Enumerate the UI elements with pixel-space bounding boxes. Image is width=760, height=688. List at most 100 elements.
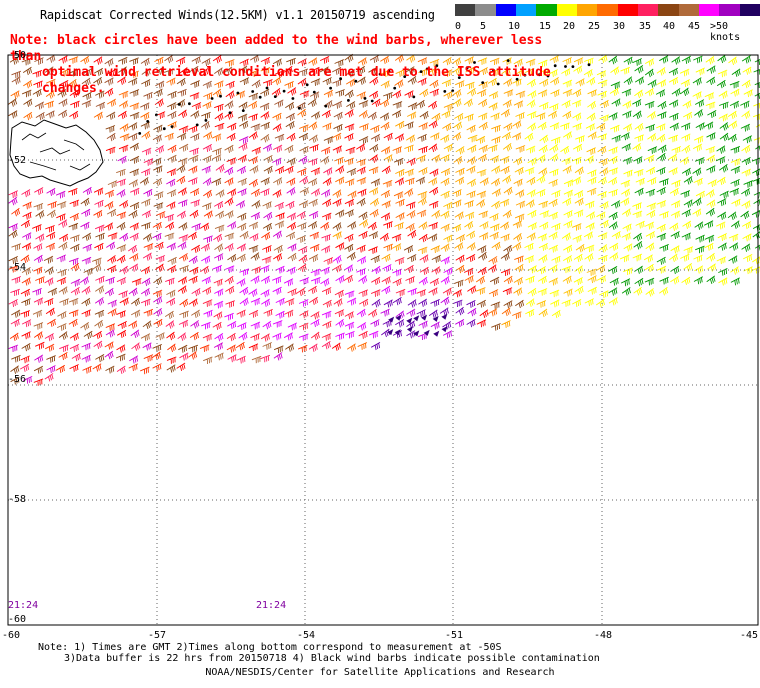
footer-note-line-2: 3)Data buffer is 22 hrs from 20150718 4)… — [64, 653, 600, 664]
lat-label: -54 — [8, 262, 27, 273]
lon-label: -54 — [297, 630, 316, 641]
high-wind-flag — [441, 313, 448, 320]
wind-barb-group — [10, 54, 524, 352]
legend-swatch — [597, 4, 618, 16]
contamination-circle — [291, 97, 295, 100]
contamination-circle — [457, 76, 461, 79]
note-line-1: Note: black circles have been added to t… — [10, 33, 543, 64]
contamination-circle — [339, 77, 342, 81]
contamination-circle — [587, 63, 591, 67]
lon-label: -57 — [148, 630, 167, 641]
high-wind-flag — [395, 314, 402, 321]
contamination-circle — [297, 106, 301, 110]
lon-label: -60 — [2, 630, 21, 641]
lat-label: -50 — [8, 50, 27, 61]
lon-label: -51 — [445, 630, 464, 641]
legend-swatch — [617, 4, 638, 16]
contamination-circle — [170, 125, 174, 128]
contamination-circle — [481, 81, 485, 84]
legend-swatch — [678, 4, 699, 16]
legend-swatch — [475, 4, 496, 16]
contamination-circle — [251, 90, 255, 93]
contamination-circle — [387, 69, 391, 73]
contamination-circle — [506, 59, 510, 62]
legend-label: 25 — [588, 21, 601, 32]
note-line-2: optimal wind retrieval conditions are me… — [42, 65, 551, 96]
contamination-circle — [236, 91, 240, 95]
wind-barb-group — [440, 55, 609, 318]
high-wind-flag — [433, 330, 440, 337]
contamination-circle — [403, 75, 407, 78]
contamination-circle — [329, 86, 332, 90]
legend-label: >50 knots — [710, 21, 741, 43]
high-wind-flag — [413, 330, 420, 337]
footer-note-line-1: Note: 1) Times are GMT 2)Times along bot… — [38, 642, 502, 653]
map-title: Rapidscat Corrected Winds(12.5KM) v1.1 2… — [40, 8, 435, 22]
contamination-circle — [564, 65, 567, 68]
contamination-circle — [354, 79, 358, 83]
wind-speed-legend: 0 5 10 15 20 25 30 35 40 45 >50 knots — [455, 4, 760, 43]
legend-swatch — [515, 4, 537, 16]
contamination-circle — [363, 97, 367, 100]
wind-barbs-layer — [8, 53, 760, 386]
lat-label: -52 — [8, 155, 27, 166]
high-wind-flag — [432, 315, 439, 322]
contamination-circle — [210, 97, 214, 100]
contamination-circle — [537, 73, 541, 77]
wind-barb-group — [20, 54, 513, 386]
wind-barb-group — [332, 54, 526, 328]
contamination-circle — [273, 95, 277, 98]
legend-label: 0 — [455, 21, 462, 32]
legend-label: 5 — [480, 21, 487, 32]
legend-swatch — [658, 4, 679, 16]
high-wind-flag — [406, 326, 413, 333]
contamination-circle — [219, 94, 222, 98]
legend-label: 20 — [563, 21, 576, 32]
attitude-note: Note: black circles have been added to t… — [10, 33, 570, 97]
legend-swatch — [576, 4, 598, 16]
legend-labels: 0 5 10 15 20 25 30 35 40 45 >50 knots — [455, 21, 760, 43]
contamination-circle — [347, 99, 350, 102]
high-wind-flag — [413, 315, 420, 322]
wind-barb-group — [370, 297, 476, 351]
legend-swatch — [698, 4, 720, 16]
contamination-circle — [305, 83, 309, 87]
legend-swatch — [637, 4, 659, 16]
legend-swatch — [536, 4, 557, 16]
contamination-circle — [138, 132, 142, 135]
contamination-circle — [571, 65, 575, 68]
wind-barb-group — [524, 54, 760, 319]
contamination-circle — [204, 119, 208, 122]
legend-label: 40 — [663, 21, 676, 32]
high-wind-flag — [387, 329, 394, 336]
contamination-circle — [241, 109, 245, 112]
contamination-circle — [465, 66, 469, 70]
contamination-circle — [435, 64, 439, 68]
contamination-circle — [188, 102, 191, 106]
contamination-circle — [473, 61, 476, 64]
legend-label: 15 — [539, 21, 552, 32]
lon-label: -45 — [740, 630, 759, 641]
wind-barb-group — [8, 136, 331, 384]
wind-barb-group — [8, 53, 525, 385]
falkland-islands-coastline — [9, 119, 104, 187]
contamination-circle — [146, 120, 150, 123]
contamination-circle — [492, 68, 495, 72]
legend-swatch — [495, 4, 516, 16]
high-wind-flag — [406, 317, 413, 324]
contamination-circle — [228, 111, 232, 115]
contamination-circle — [425, 67, 429, 71]
lat-label: -58 — [8, 494, 27, 505]
high-wind-flag — [388, 316, 395, 323]
contamination-circle — [523, 73, 527, 77]
legend-label: 30 — [613, 21, 626, 32]
lat-lon-grid — [8, 55, 758, 625]
lat-label: -60 — [8, 614, 27, 625]
contamination-circle — [546, 74, 550, 78]
contamination-circle — [393, 86, 397, 90]
contamination-circle — [419, 70, 423, 73]
legend-swatch — [556, 4, 577, 16]
contamination-circle — [265, 86, 269, 90]
contamination-circle — [553, 64, 557, 68]
